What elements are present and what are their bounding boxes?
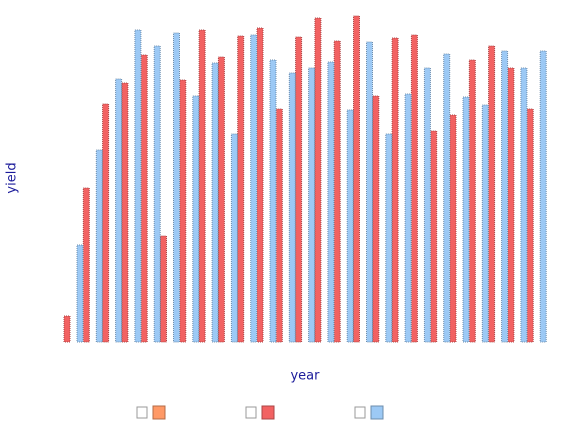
bar — [443, 53, 451, 343]
bar — [250, 34, 258, 343]
bar — [192, 95, 200, 343]
legend-swatch — [261, 405, 275, 420]
bar — [295, 36, 303, 343]
legend-swatch — [152, 405, 166, 420]
bar — [481, 104, 489, 343]
bar — [160, 235, 167, 343]
bar — [346, 109, 354, 343]
legend-swatch — [370, 405, 384, 420]
bar — [173, 32, 180, 343]
bar — [275, 108, 283, 343]
bar — [308, 67, 316, 343]
bar — [237, 35, 245, 343]
bar — [121, 82, 129, 343]
bar — [95, 149, 103, 343]
bar — [539, 50, 547, 343]
bar — [372, 95, 380, 343]
x-axis-label: year — [290, 369, 320, 384]
y-axis-label: yield — [5, 162, 20, 193]
legend-checkbox — [354, 406, 366, 419]
bar — [217, 56, 225, 343]
bar — [76, 244, 84, 343]
bar — [391, 37, 399, 343]
bar — [134, 29, 142, 343]
bar — [102, 103, 110, 343]
bar — [256, 27, 264, 343]
bar — [423, 67, 431, 343]
bar — [140, 54, 148, 343]
legend-checkbox — [245, 406, 257, 419]
bar — [488, 45, 496, 343]
bar — [501, 50, 509, 343]
bar — [404, 93, 412, 343]
bar — [520, 67, 528, 343]
bar — [211, 62, 219, 343]
bar — [153, 45, 161, 343]
bar — [82, 187, 90, 343]
bar — [333, 40, 341, 343]
bar — [198, 29, 206, 343]
bar — [462, 96, 470, 343]
bar — [327, 61, 335, 343]
bar — [366, 41, 373, 343]
bar — [353, 15, 360, 343]
bar — [288, 72, 296, 343]
legend-checkbox — [136, 406, 148, 419]
bar — [269, 59, 277, 343]
bar — [410, 34, 418, 343]
bar — [449, 114, 457, 343]
bar — [179, 79, 187, 343]
bar — [385, 133, 393, 343]
bar — [526, 108, 534, 343]
bar — [507, 67, 515, 343]
bar — [63, 315, 71, 343]
bar — [230, 133, 238, 343]
bar — [430, 130, 438, 343]
bar — [468, 59, 476, 343]
bar — [115, 78, 123, 343]
bar — [314, 17, 322, 343]
